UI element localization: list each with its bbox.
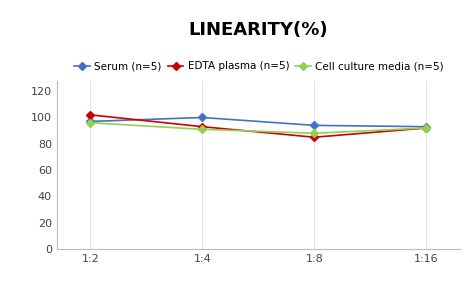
Cell culture media (n=5) — [423, 126, 429, 130]
Cell culture media (n=5) — [311, 132, 317, 135]
EDTA plasma (n=5) — [423, 126, 429, 130]
Line: EDTA plasma (n=5): EDTA plasma (n=5) — [88, 112, 429, 140]
Serum (n=5) — [423, 125, 429, 128]
Serum (n=5) — [200, 116, 205, 119]
Line: Cell culture media (n=5): Cell culture media (n=5) — [88, 120, 429, 136]
Text: LINEARITY(%): LINEARITY(%) — [189, 21, 328, 39]
Legend: Serum (n=5), EDTA plasma (n=5), Cell culture media (n=5): Serum (n=5), EDTA plasma (n=5), Cell cul… — [70, 57, 448, 75]
EDTA plasma (n=5) — [88, 113, 93, 117]
Serum (n=5) — [88, 120, 93, 123]
Cell culture media (n=5) — [200, 128, 205, 131]
Line: Serum (n=5): Serum (n=5) — [88, 115, 429, 130]
Serum (n=5) — [311, 124, 317, 127]
Cell culture media (n=5) — [88, 121, 93, 125]
EDTA plasma (n=5) — [200, 125, 205, 128]
EDTA plasma (n=5) — [311, 136, 317, 139]
